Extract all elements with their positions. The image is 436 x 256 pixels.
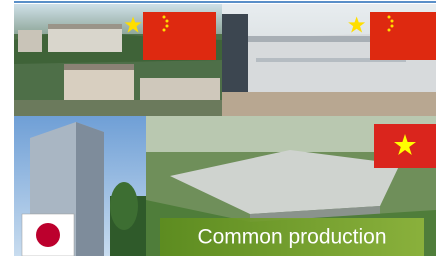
caption: Common production (197, 226, 386, 249)
flag-japan (22, 214, 74, 256)
flag-vietnam (374, 124, 436, 168)
photo-collage: Common production (0, 0, 436, 256)
caption-band: Common production (160, 218, 424, 256)
